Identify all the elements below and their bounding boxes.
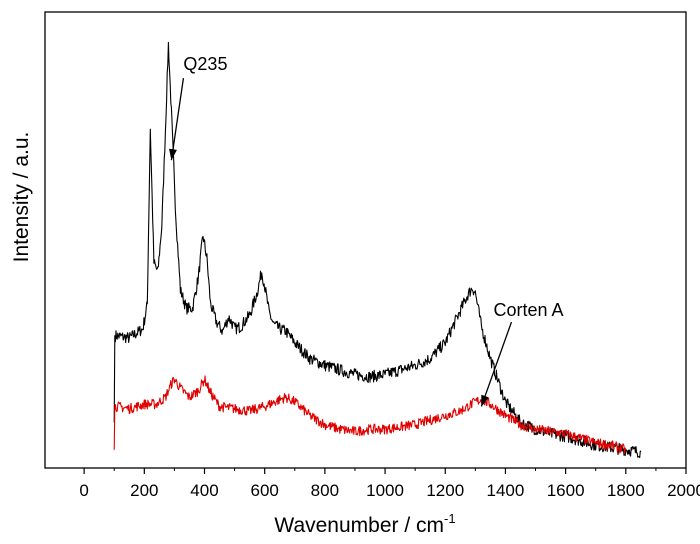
x-tick-label-800: 800 xyxy=(311,481,339,500)
x-tick-label-0: 0 xyxy=(79,481,88,500)
x-tick-label-1000: 1000 xyxy=(366,481,404,500)
series-line-corten-a xyxy=(113,375,627,454)
x-axis-title-superscript: -1 xyxy=(444,511,456,526)
y-axis-title: Intensity / a.u. xyxy=(10,132,33,263)
annotation-arrow-corten-a xyxy=(480,321,513,407)
x-tick-label-400: 400 xyxy=(190,481,218,500)
x-tick-label-1600: 1600 xyxy=(547,481,585,500)
x-tick-label-1400: 1400 xyxy=(487,481,525,500)
annotation-arrowhead-q235 xyxy=(169,148,177,161)
annotation-arrow-q235 xyxy=(170,78,185,161)
x-axis-title-text: Wavenumber / cm xyxy=(274,514,444,537)
x-tick-label-2000: 2000 xyxy=(667,481,700,500)
plot-frame xyxy=(44,11,687,469)
series-line-q235 xyxy=(113,41,642,458)
annotation-label-q235: Q235 xyxy=(183,54,227,74)
series-layer xyxy=(113,41,642,458)
x-tick-label-1200: 1200 xyxy=(426,481,464,500)
x-axis-ticks xyxy=(83,468,687,474)
x-tick-label-600: 600 xyxy=(250,481,278,500)
x-axis-title: Wavenumber / cm-1 xyxy=(274,511,455,537)
x-tick-label-200: 200 xyxy=(130,481,158,500)
x-tick-label-1800: 1800 xyxy=(607,481,645,500)
x-axis-tick-labels: 0 200 400 600 800 1000 1200 1400 1600 1800 2000 xyxy=(79,481,700,500)
annotation-arrowhead-corten-a xyxy=(481,394,489,407)
annotation-layer: Q235 Corten A xyxy=(169,54,564,407)
annotation-label-corten-a: Corten A xyxy=(493,300,563,320)
